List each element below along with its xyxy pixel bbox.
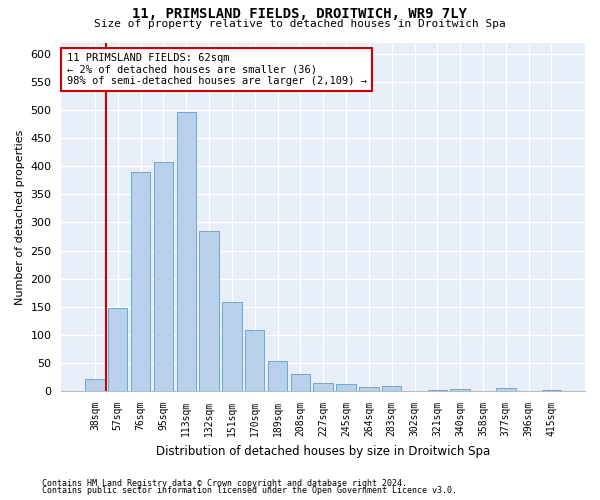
Bar [428,390,447,391]
Bar [85,379,104,391]
Text: Contains HM Land Registry data © Crown copyright and database right 2024.: Contains HM Land Registry data © Crown c… [42,478,407,488]
Y-axis label: Number of detached properties: Number of detached properties [15,129,25,304]
Bar [337,384,356,391]
Text: 11, PRIMSLAND FIELDS, DROITWICH, WR9 7LY: 11, PRIMSLAND FIELDS, DROITWICH, WR9 7LY [133,8,467,22]
Bar [496,388,515,391]
Bar [359,388,379,391]
X-axis label: Distribution of detached houses by size in Droitwich Spa: Distribution of detached houses by size … [156,444,490,458]
Bar [176,112,196,391]
Bar [199,231,219,391]
Bar [542,390,561,391]
Bar [290,374,310,391]
Bar [313,383,333,391]
Bar [131,172,150,391]
Bar [222,302,242,391]
Bar [268,362,287,391]
Bar [451,389,470,391]
Bar [245,330,265,391]
Text: Contains public sector information licensed under the Open Government Licence v3: Contains public sector information licen… [42,486,457,495]
Bar [108,308,127,391]
Bar [382,386,401,391]
Text: 11 PRIMSLAND FIELDS: 62sqm
← 2% of detached houses are smaller (36)
98% of semi-: 11 PRIMSLAND FIELDS: 62sqm ← 2% of detac… [67,53,367,86]
Bar [154,162,173,391]
Text: Size of property relative to detached houses in Droitwich Spa: Size of property relative to detached ho… [94,19,506,29]
